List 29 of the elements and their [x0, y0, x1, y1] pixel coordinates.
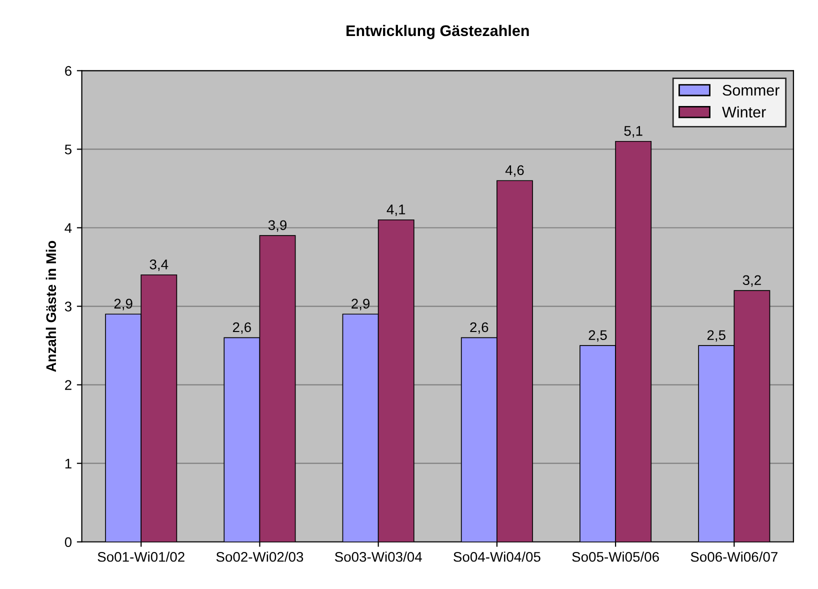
data-label: 5,1 — [624, 126, 642, 138]
data-label: 2,9 — [114, 298, 132, 310]
x-tick-label: So06-Wi06/07 — [690, 552, 778, 562]
x-tick-label: So04-Wi04/05 — [454, 552, 540, 562]
legend-label: Sommer — [722, 84, 780, 96]
y-tick-label: 2 — [65, 380, 72, 390]
x-tick-label: So02-Wi02/03 — [216, 552, 304, 562]
legend-label: Winter — [722, 106, 766, 118]
data-label: 3,4 — [150, 260, 168, 271]
data-label: 2,5 — [707, 330, 726, 342]
y-tick-label: 0 — [64, 537, 72, 548]
x-tick-label: So03-Wi03/04 — [334, 552, 422, 562]
data-label: 2,5 — [588, 330, 607, 342]
x-tick-label: So01-Wi01/02 — [98, 552, 184, 562]
y-tick-label: 6 — [65, 66, 72, 76]
data-label: 2,6 — [470, 322, 488, 334]
data-label: 3,9 — [268, 220, 287, 232]
y-tick-label: 1 — [65, 458, 72, 468]
data-label: 2,6 — [232, 322, 251, 334]
x-tick-label: So05-Wi05/06 — [572, 552, 659, 562]
y-tick-label: 4 — [64, 223, 72, 233]
y-tick-label: 5 — [64, 144, 72, 154]
data-label: 2,9 — [352, 298, 370, 310]
data-label: 3,2 — [742, 275, 761, 287]
chart-title: Entwicklung Gästezahlen — [346, 24, 529, 40]
y-axis-title: Anzahl Gäste in Mio — [46, 240, 56, 372]
data-label: 4,6 — [505, 165, 524, 177]
data-label: 4,1 — [386, 204, 406, 216]
y-tick-label: 3 — [64, 302, 72, 312]
